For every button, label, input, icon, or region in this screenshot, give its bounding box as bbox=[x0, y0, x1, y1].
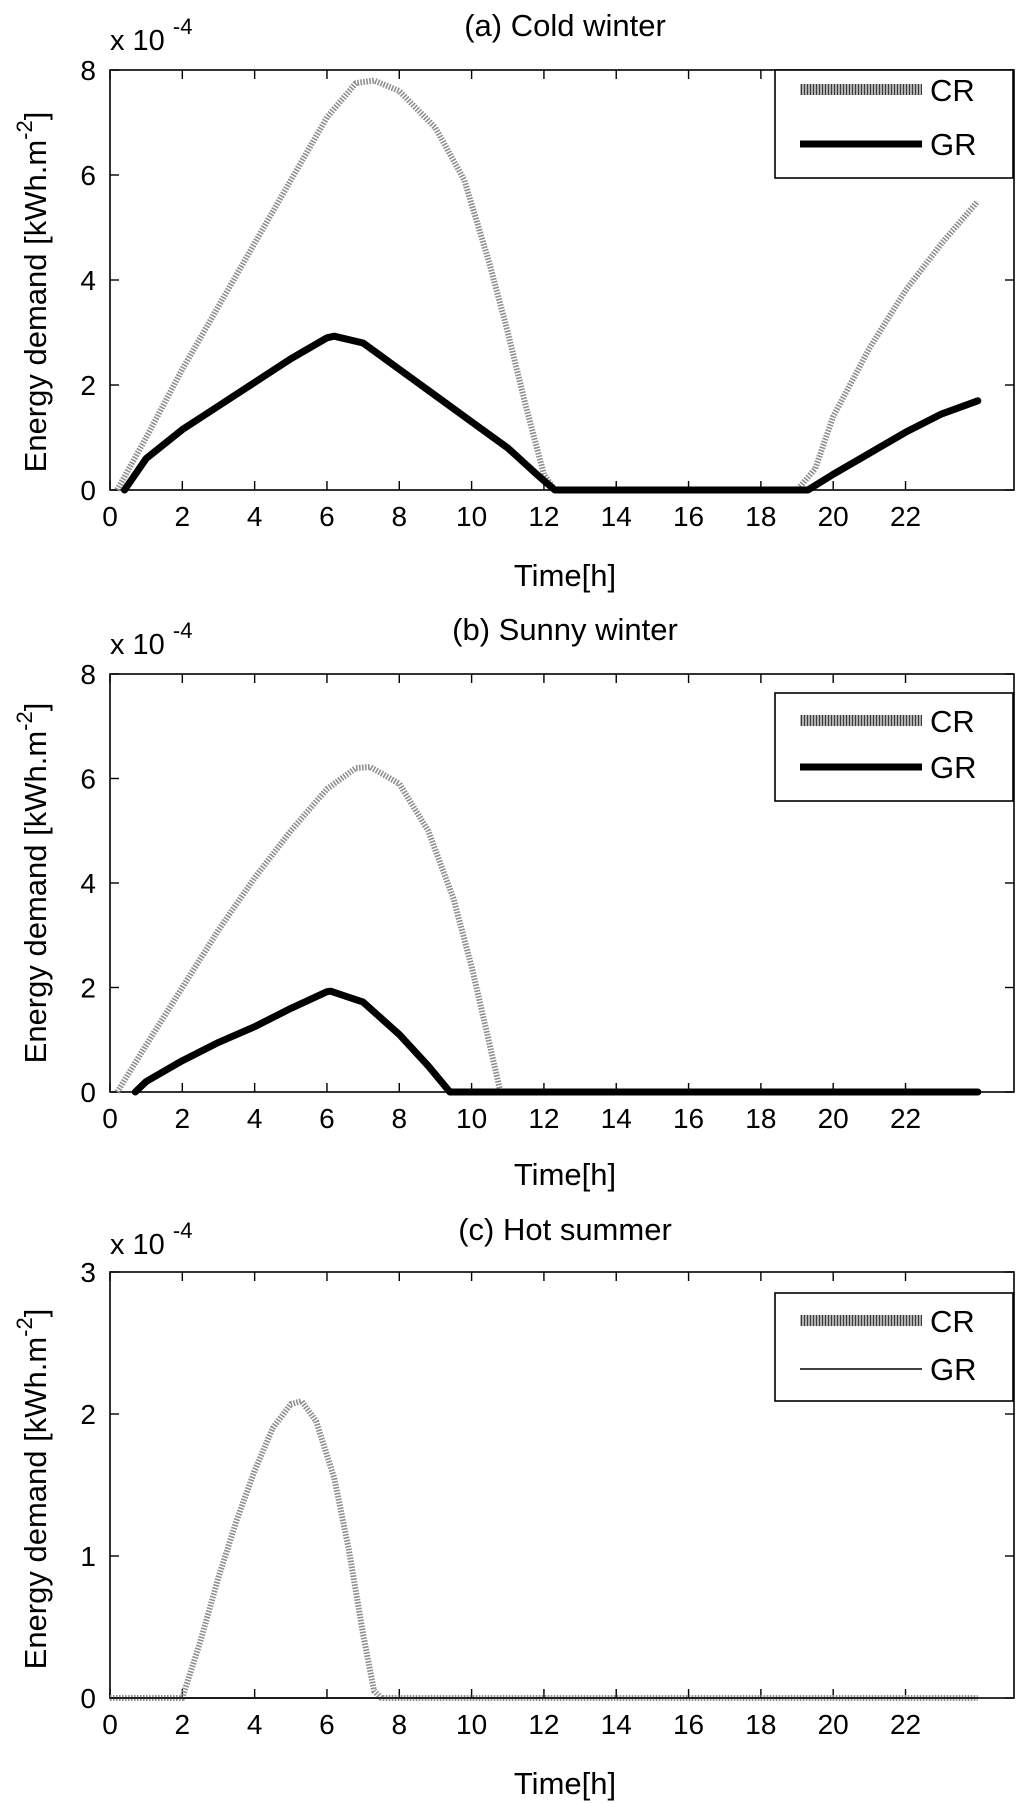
x-tick-label: 6 bbox=[319, 1103, 335, 1134]
x-tick-label: 2 bbox=[175, 1709, 191, 1740]
y-tick-label: 4 bbox=[80, 265, 96, 296]
y-tick-label: 0 bbox=[80, 1077, 96, 1108]
chart-panel-c: (c) Hot summer x 10 -4 Energy demand [kW… bbox=[12, 1212, 1015, 1801]
series-lines bbox=[114, 77, 982, 494]
x-tick-label: 0 bbox=[102, 501, 118, 532]
y-tick-label: 0 bbox=[80, 1683, 96, 1714]
chart-panel-a: (a) Cold winter x 10 -4 Energy demand [k… bbox=[12, 8, 1015, 593]
y-tick-label: 8 bbox=[80, 55, 96, 86]
legend-swatch-cr bbox=[800, 1315, 922, 1326]
x-tick-label: 8 bbox=[391, 1709, 407, 1740]
legend-label-gr: GR bbox=[930, 1352, 977, 1387]
legend-box bbox=[774, 1292, 1014, 1402]
x-tick-label: 2 bbox=[175, 1103, 191, 1134]
y-tick-label: 8 bbox=[80, 659, 96, 690]
x-tick-label: 14 bbox=[601, 501, 632, 532]
x-tick-label: 2 bbox=[175, 501, 191, 532]
x-tick-label: 18 bbox=[745, 1103, 776, 1134]
x-tick-label: 16 bbox=[673, 1103, 704, 1134]
series-line-cr bbox=[114, 764, 978, 1095]
y-tick-label: 2 bbox=[80, 370, 96, 401]
x-tick-label: 10 bbox=[456, 1103, 487, 1134]
x-axis-label: Time[h] bbox=[514, 1766, 616, 1801]
x-tick-label: 20 bbox=[818, 1103, 849, 1134]
x-tick-label: 22 bbox=[890, 1709, 921, 1740]
axis-ticks: 0 2 4 6 8 10 12 14 16 18 20 22 0 2 4 6 8 bbox=[80, 55, 1014, 532]
axis-ticks: 0 2 4 6 8 10 12 14 16 18 20 22 0 2 4 6 8 bbox=[80, 659, 1014, 1134]
series-lines bbox=[109, 1398, 979, 1701]
series-line-cr bbox=[110, 1398, 978, 1701]
x-tick-label: 14 bbox=[601, 1709, 632, 1740]
x-tick-label: 6 bbox=[319, 1709, 335, 1740]
y-tick-label: 3 bbox=[80, 1257, 96, 1288]
x-tick-label: 8 bbox=[391, 501, 407, 532]
y-tick-label: 2 bbox=[80, 1399, 96, 1430]
scale-label: x 10 -4 bbox=[110, 1218, 192, 1261]
y-tick-label: 6 bbox=[80, 764, 96, 795]
x-tick-label: 14 bbox=[601, 1103, 632, 1134]
x-tick-label: 20 bbox=[818, 501, 849, 532]
x-tick-label: 12 bbox=[528, 1103, 559, 1134]
legend-box bbox=[774, 692, 1014, 802]
y-axis-label: Energy demand [kWh.m-2] bbox=[12, 112, 53, 473]
x-tick-label: 18 bbox=[745, 1709, 776, 1740]
x-tick-label: 12 bbox=[528, 501, 559, 532]
x-tick-label: 12 bbox=[528, 1709, 559, 1740]
chart-title: (a) Cold winter bbox=[464, 8, 666, 43]
legend-label-gr: GR bbox=[930, 750, 977, 785]
x-tick-label: 0 bbox=[102, 1103, 118, 1134]
legend: CR GR bbox=[774, 69, 1014, 179]
x-tick-label: 22 bbox=[890, 1103, 921, 1134]
x-tick-label: 16 bbox=[673, 501, 704, 532]
x-tick-label: 6 bbox=[319, 501, 335, 532]
chart-title: (c) Hot summer bbox=[458, 1212, 672, 1247]
x-tick-label: 0 bbox=[102, 1709, 118, 1740]
series-line-gr bbox=[121, 332, 982, 494]
legend-label-cr: CR bbox=[930, 1304, 975, 1339]
x-axis-label: Time[h] bbox=[514, 558, 616, 593]
x-tick-label: 20 bbox=[818, 1709, 849, 1740]
scale-label: x 10 -4 bbox=[110, 14, 192, 57]
y-tick-label: 4 bbox=[80, 868, 96, 899]
chart-panel-b: (b) Sunny winter x 10 -4 Energy demand [… bbox=[12, 612, 1015, 1192]
legend-swatch-cr bbox=[800, 715, 922, 726]
y-tick-label: 1 bbox=[80, 1541, 96, 1572]
scale-label: x 10 -4 bbox=[110, 618, 192, 661]
x-tick-label: 10 bbox=[456, 501, 487, 532]
x-tick-label: 16 bbox=[673, 1709, 704, 1740]
series-line-gr bbox=[131, 987, 982, 1096]
chart-title: (b) Sunny winter bbox=[452, 612, 678, 647]
legend-label-cr: CR bbox=[930, 73, 975, 108]
legend-label-gr: GR bbox=[930, 127, 977, 162]
x-tick-label: 4 bbox=[247, 1103, 263, 1134]
x-tick-label: 8 bbox=[391, 1103, 407, 1134]
x-tick-label: 18 bbox=[745, 501, 776, 532]
series-lines bbox=[114, 764, 982, 1096]
legend: CR GR bbox=[774, 1292, 1014, 1402]
x-axis-label: Time[h] bbox=[514, 1157, 616, 1192]
y-tick-label: 2 bbox=[80, 973, 96, 1004]
x-tick-label: 4 bbox=[247, 501, 263, 532]
x-tick-label: 22 bbox=[890, 501, 921, 532]
x-tick-label: 10 bbox=[456, 1709, 487, 1740]
y-axis-label: Energy demand [kWh.m-2] bbox=[12, 1309, 53, 1670]
y-tick-label: 6 bbox=[80, 160, 96, 191]
y-tick-label: 0 bbox=[80, 475, 96, 506]
legend: CR GR bbox=[774, 692, 1014, 802]
legend-label-cr: CR bbox=[930, 704, 975, 739]
legend-swatch-cr bbox=[800, 84, 922, 95]
y-axis-label: Energy demand [kWh.m-2] bbox=[12, 703, 53, 1064]
series-line-cr bbox=[114, 77, 981, 493]
x-tick-label: 4 bbox=[247, 1709, 263, 1740]
